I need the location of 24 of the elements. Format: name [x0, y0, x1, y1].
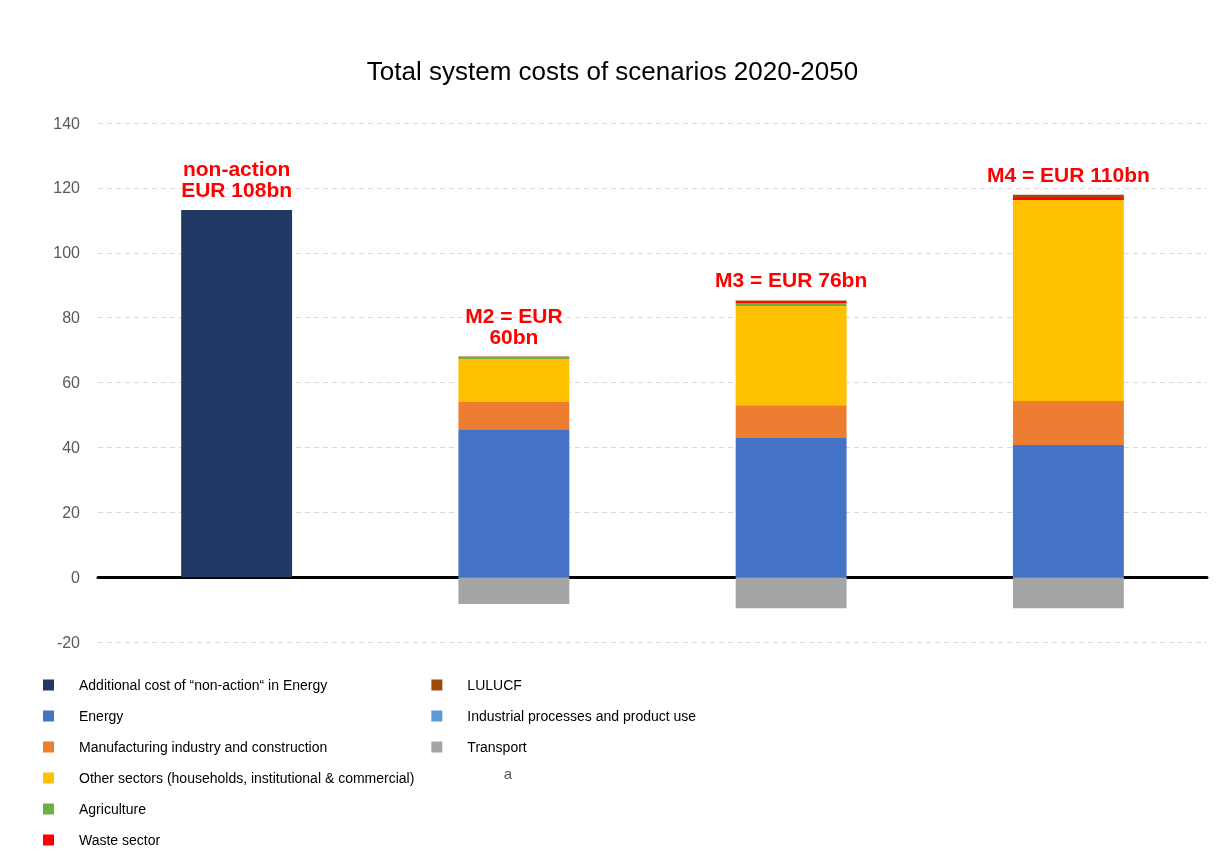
legend-label: LULUCF [467, 677, 522, 693]
legend-label: Energy [79, 708, 124, 724]
annotation: M2 = EUR 60bn [465, 303, 563, 348]
legend-label: Waste sector [79, 832, 161, 848]
y-tick-label: 0 [71, 568, 81, 586]
y-tick-label: 20 [62, 503, 81, 521]
legend-label: Agriculture [79, 801, 147, 817]
y-tick-label: 80 [62, 309, 81, 327]
annotation: non-action EUR 108bn [181, 156, 293, 201]
annotation: M3 = EUR 76bn [714, 268, 868, 292]
y-tick-label: 140 [53, 114, 81, 132]
legend-label: Transport [467, 739, 527, 755]
legend-label: Manufacturing industry and construction [79, 739, 328, 755]
text: a [503, 764, 513, 782]
y-tick-label: 60 [62, 374, 81, 391]
y-tick-label: 100 [53, 244, 81, 262]
chart-title: Total system costs of scenarios 2020-2050 [366, 56, 859, 86]
legend-label: Other sectors (households, institutional & commercial) [79, 770, 415, 786]
y-tick-label: -20 [56, 633, 81, 651]
y-tick-label: 40 [62, 438, 81, 456]
legend-label: Industrial processes and product use [467, 708, 697, 724]
y-tick-label: 120 [53, 179, 81, 197]
annotation: M4 = EUR 110bn [986, 162, 1150, 186]
legend-label: Additional cost of “non-action“ in Energy [79, 677, 328, 693]
